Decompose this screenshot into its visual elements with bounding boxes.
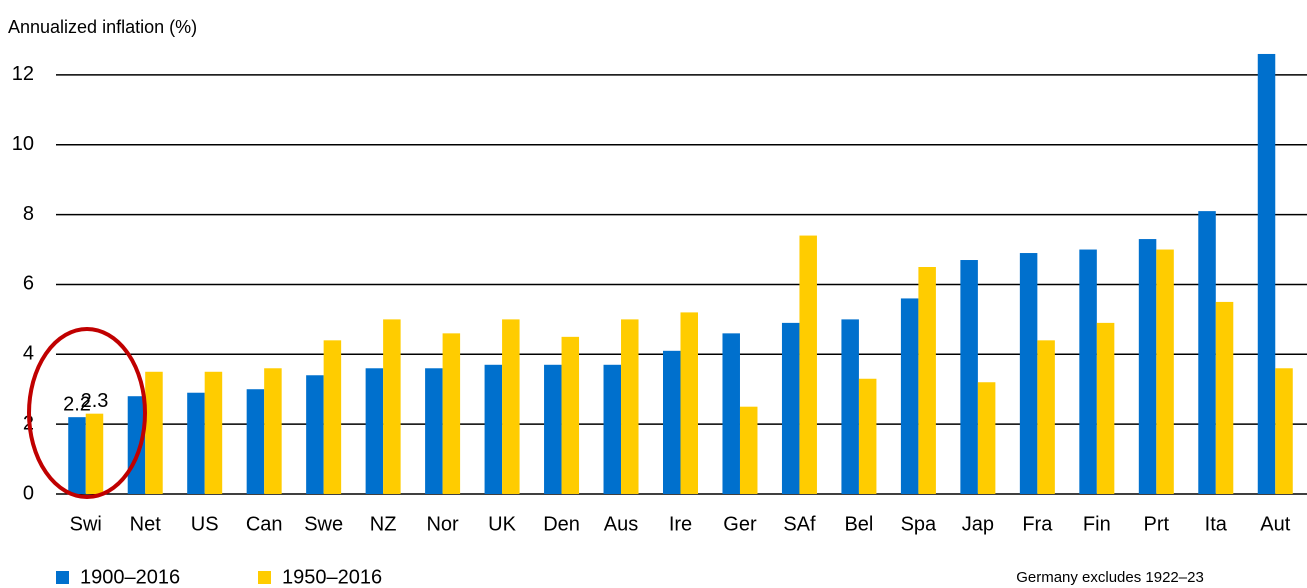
- bar: [1138, 239, 1157, 494]
- x-tick-label: Bel: [844, 513, 873, 535]
- legend-label: 1950–2016: [282, 566, 382, 588]
- bar: [781, 322, 800, 494]
- y-tick-label: 8: [23, 203, 34, 225]
- bar: [663, 350, 681, 494]
- x-tick-label: Swi: [70, 513, 102, 535]
- bar: [145, 371, 163, 494]
- x-tick-label: Net: [130, 513, 162, 535]
- bar: [1198, 211, 1216, 494]
- x-tick-label: Fin: [1083, 513, 1111, 535]
- y-tick-label: 4: [23, 343, 34, 365]
- bar: [1275, 368, 1293, 494]
- bar: [1096, 322, 1115, 494]
- bar: [85, 413, 104, 494]
- legend-swatch: [258, 571, 271, 584]
- x-tick-label: Swe: [304, 513, 343, 535]
- bar: [900, 298, 919, 494]
- x-tick-label: Nor: [426, 513, 459, 535]
- y-tick-label: 12: [12, 63, 34, 85]
- bar: [1019, 253, 1038, 494]
- bar: [621, 319, 639, 494]
- bar: [246, 389, 265, 494]
- y-tick-label: 10: [12, 133, 34, 155]
- x-tick-label: US: [191, 513, 219, 535]
- bar: [1079, 249, 1097, 494]
- data-label: 2.3: [81, 390, 109, 412]
- bar: [561, 336, 580, 494]
- bar: [858, 378, 877, 494]
- bar: [739, 406, 758, 494]
- x-tick-label: Spa: [901, 513, 937, 535]
- x-tick-label: NZ: [370, 513, 397, 535]
- x-tick-label: Ita: [1205, 513, 1228, 535]
- x-tick-label: Prt: [1144, 513, 1170, 535]
- x-tick-label: Can: [246, 513, 283, 535]
- legend-label: 1900–2016: [80, 566, 180, 588]
- bar: [484, 364, 503, 494]
- bar: [502, 319, 520, 494]
- bar: [187, 392, 205, 494]
- x-tick-label: Den: [543, 513, 580, 535]
- bar: [425, 368, 443, 494]
- bar: [1257, 53, 1276, 494]
- x-tick-label: Fra: [1022, 513, 1053, 535]
- bar: [1037, 340, 1055, 494]
- bar: [680, 312, 698, 494]
- x-tick-label: Jap: [962, 513, 994, 535]
- y-tick-label: 6: [23, 273, 34, 295]
- bar: [1215, 301, 1234, 494]
- bar: [603, 364, 622, 494]
- bar: [323, 340, 342, 494]
- legend-swatch: [56, 571, 69, 584]
- bar: [841, 319, 859, 494]
- chart-note: Germany excludes 1922–23: [1016, 569, 1204, 586]
- bar: [799, 235, 817, 495]
- bar: [442, 333, 461, 494]
- bar: [544, 364, 562, 494]
- highlight-circle: [27, 327, 147, 499]
- x-tick-label: Ire: [669, 513, 692, 535]
- data-label: 2.2: [63, 393, 91, 415]
- x-tick-label: UK: [488, 513, 516, 535]
- bar: [918, 267, 936, 494]
- y-tick-label: 0: [23, 482, 34, 504]
- bar: [306, 375, 324, 494]
- bars: [68, 53, 1293, 495]
- bar: [960, 260, 978, 494]
- bar: [365, 368, 384, 494]
- bar: [383, 319, 401, 494]
- bar: [204, 371, 223, 494]
- bar: [1156, 249, 1174, 494]
- x-tick-label: Ger: [723, 513, 757, 535]
- x-tick-label: SAf: [783, 513, 816, 535]
- x-tick-label: Aus: [604, 513, 638, 535]
- chart-title: Annualized inflation (%): [8, 17, 197, 37]
- bar: [68, 417, 86, 494]
- bar: [722, 333, 740, 494]
- bar: [264, 368, 282, 494]
- bar: [977, 382, 996, 494]
- x-tick-label: Aut: [1260, 513, 1290, 535]
